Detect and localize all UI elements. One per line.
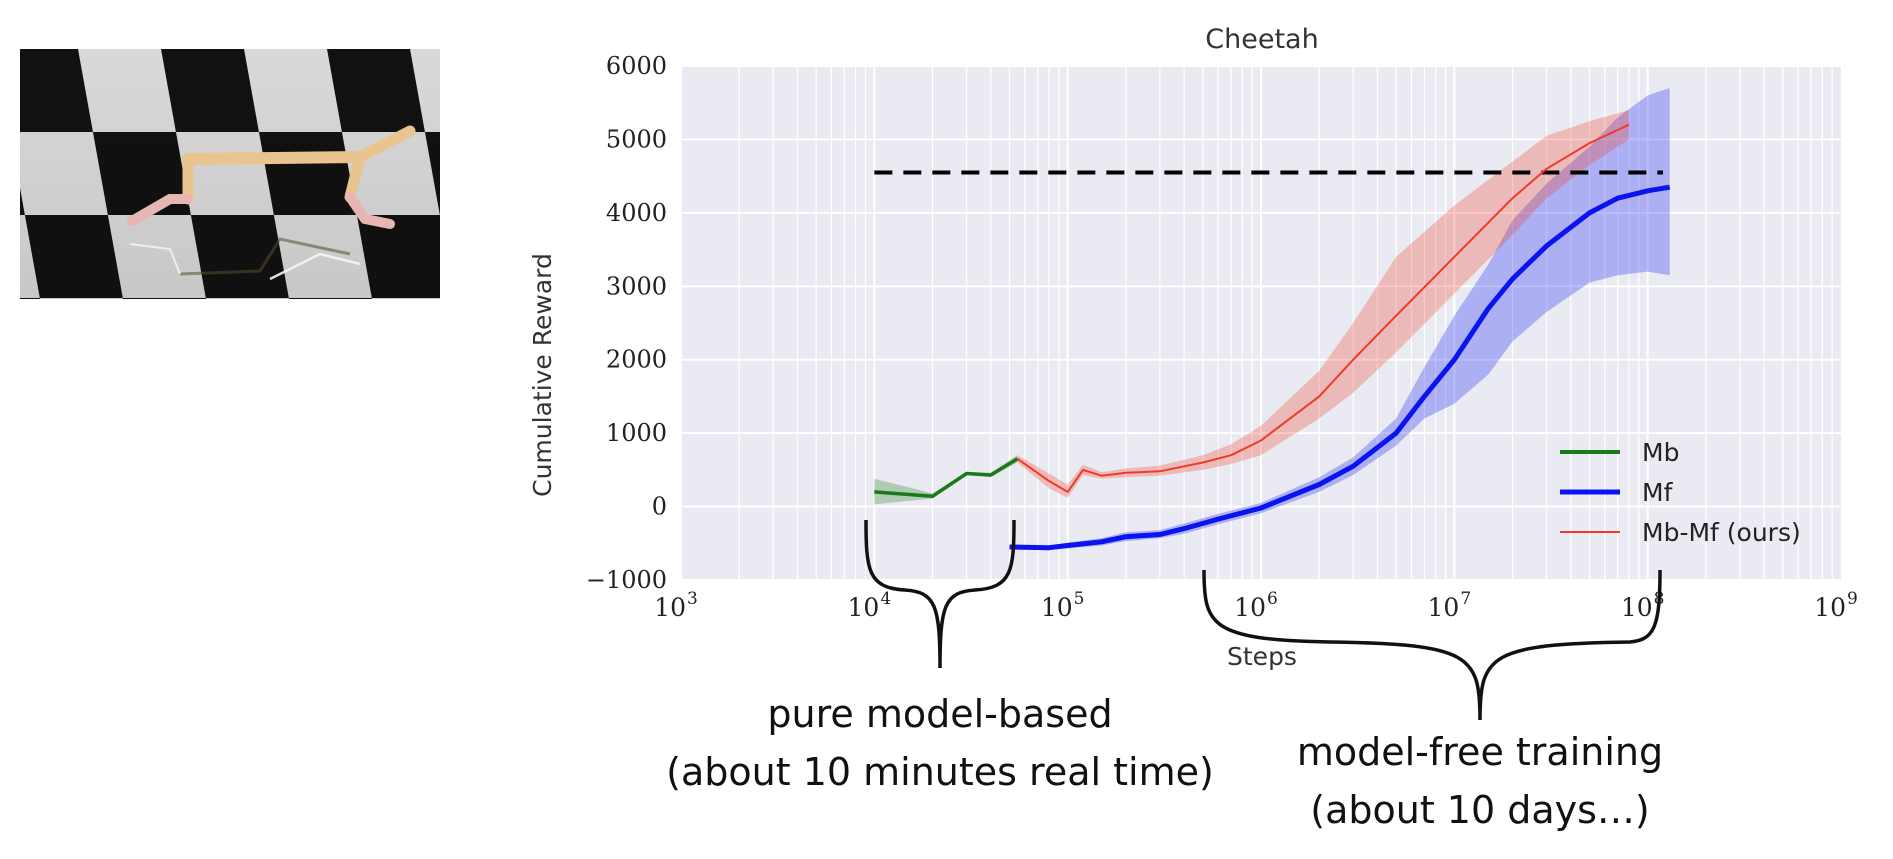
x-tick-label: 103 — [654, 589, 698, 622]
y-tick-label: 2000 — [606, 346, 667, 374]
legend-label: Mb — [1642, 438, 1679, 467]
x-tick-label: 105 — [1041, 589, 1085, 622]
x-tick-label: 106 — [1234, 589, 1278, 622]
series-band-mb-mf-ours — [1017, 110, 1629, 498]
left-annotation-line2: (about 10 minutes real time) — [666, 750, 1214, 794]
right-annotation-line2: (about 10 days…) — [1310, 788, 1650, 832]
series-line-mb — [874, 457, 1019, 499]
chart-title: Cheetah — [1205, 24, 1318, 55]
right-annotation-line1: model-free training — [1297, 730, 1663, 774]
x-tick-label: 107 — [1428, 589, 1472, 622]
y-tick-label: 5000 — [606, 125, 667, 153]
series-band-mb — [874, 455, 1018, 505]
left-annotation-line1: pure model-based — [767, 692, 1112, 736]
y-tick-label: 3000 — [606, 272, 667, 300]
legend-label: Mb-Mf (ours) — [1642, 518, 1801, 547]
y-tick-label: 6000 — [606, 52, 667, 80]
left-brace — [864, 519, 1016, 669]
legend-label: Mf — [1642, 478, 1674, 507]
right-brace — [1202, 569, 1662, 721]
y-tick-label: 1000 — [606, 419, 667, 447]
series-band-mf — [1009, 88, 1670, 550]
x-axis-label: Steps — [1227, 642, 1297, 671]
y-tick-label: −1000 — [586, 566, 667, 594]
y-tick-label: 4000 — [606, 199, 667, 227]
series-line-mb-mf-ours — [1016, 123, 1630, 493]
x-tick-label: 104 — [848, 589, 892, 622]
y-tick-label: 0 — [652, 493, 667, 521]
y-axis-label: Cumulative Reward — [528, 253, 557, 497]
series-line-mf — [1009, 184, 1671, 551]
x-tick-label: 109 — [1814, 589, 1858, 622]
cheetah-simulation-image — [20, 49, 440, 299]
